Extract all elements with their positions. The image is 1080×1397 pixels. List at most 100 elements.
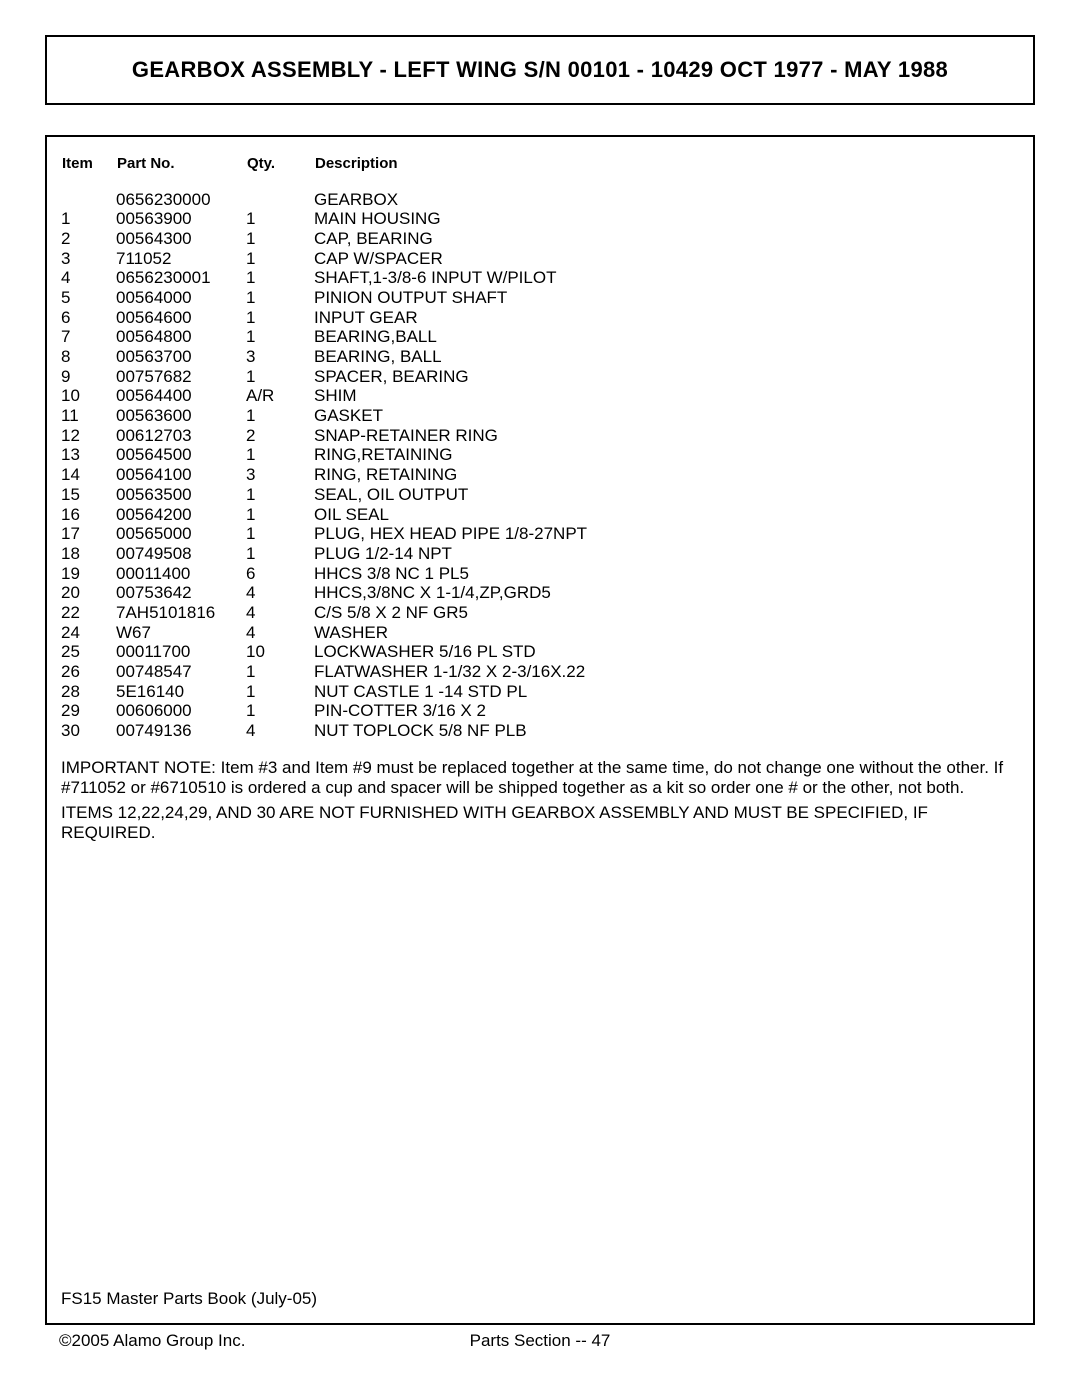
table-row: 5005640001PINION OUTPUT SHAFT — [61, 289, 587, 309]
cell-item: 1 — [61, 210, 116, 230]
cell-desc: BEARING, BALL — [314, 348, 587, 368]
cell-qty: 1 — [246, 545, 314, 565]
cell-desc: INPUT GEAR — [314, 309, 587, 329]
table-row: 19000114006HHCS 3/8 NC 1 PL5 — [61, 565, 587, 585]
table-row: 15005635001SEAL, OIL OUTPUT — [61, 486, 587, 506]
cell-item: 10 — [61, 387, 116, 407]
cell-part: 00564600 — [116, 309, 246, 329]
cell-qty: 1 — [246, 663, 314, 683]
cell-part: 00011700 — [116, 643, 246, 663]
cell-item: 5 — [61, 289, 116, 309]
cell-desc: C/S 5/8 X 2 NF GR5 — [314, 604, 587, 624]
cell-item: 29 — [61, 702, 116, 722]
cell-item — [61, 191, 116, 211]
note-1: IMPORTANT NOTE: Item #3 and Item #9 must… — [61, 758, 1019, 799]
cell-desc: RING, RETAINING — [314, 466, 587, 486]
cell-part: 00563600 — [116, 407, 246, 427]
table-row: 285E161401NUT CASTLE 1 -14 STD PL — [61, 683, 587, 703]
cell-item: 6 — [61, 309, 116, 329]
cell-desc: CAP, BEARING — [314, 230, 587, 250]
cell-part: 00564200 — [116, 506, 246, 526]
table-row: 2005643001CAP, BEARING — [61, 230, 587, 250]
cell-qty: 1 — [246, 683, 314, 703]
cell-desc: FLATWASHER 1-1/32 X 2-3/16X.22 — [314, 663, 587, 683]
cell-part: W67 — [116, 624, 246, 644]
note-2: ITEMS 12,22,24,29, AND 30 ARE NOT FURNIS… — [61, 803, 1019, 844]
cell-qty: 1 — [246, 407, 314, 427]
cell-part: 0656230001 — [116, 269, 246, 289]
cell-qty: 1 — [246, 289, 314, 309]
cell-desc: NUT TOPLOCK 5/8 NF PLB — [314, 722, 587, 742]
cell-qty: 1 — [246, 486, 314, 506]
cell-item: 22 — [61, 604, 116, 624]
table-row: 406562300011SHAFT,1-3/8-6 INPUT W/PILOT — [61, 269, 587, 289]
table-row: 8005637003BEARING, BALL — [61, 348, 587, 368]
cell-qty: 1 — [246, 328, 314, 348]
cell-desc: SHAFT,1-3/8-6 INPUT W/PILOT — [314, 269, 587, 289]
cell-desc: CAP W/SPACER — [314, 250, 587, 270]
table-row: 24W674WASHER — [61, 624, 587, 644]
content-box: Item Part No. Qty. Description 065623000… — [45, 135, 1035, 1325]
table-row: 37110521CAP W/SPACER — [61, 250, 587, 270]
cell-desc: SPACER, BEARING — [314, 368, 587, 388]
cell-desc: NUT CASTLE 1 -14 STD PL — [314, 683, 587, 703]
cell-item: 20 — [61, 584, 116, 604]
cell-qty: 1 — [246, 250, 314, 270]
cell-item: 24 — [61, 624, 116, 644]
cell-part: 7AH5101816 — [116, 604, 246, 624]
cell-desc: RING,RETAINING — [314, 446, 587, 466]
cell-qty: 1 — [246, 368, 314, 388]
cell-qty: 1 — [246, 506, 314, 526]
cell-qty: 4 — [246, 584, 314, 604]
cell-item: 18 — [61, 545, 116, 565]
table-row: 250001170010LOCKWASHER 5/16 PL STD — [61, 643, 587, 663]
cell-part: 00563500 — [116, 486, 246, 506]
cell-item: 15 — [61, 486, 116, 506]
table-row: 30007491364NUT TOPLOCK 5/8 NF PLB — [61, 722, 587, 742]
table-row: 7005648001BEARING,BALL — [61, 328, 587, 348]
cell-part: 00612703 — [116, 427, 246, 447]
cell-qty: 4 — [246, 722, 314, 742]
table-row: 16005642001OIL SEAL — [61, 506, 587, 526]
cell-item: 17 — [61, 525, 116, 545]
cell-part: 00749136 — [116, 722, 246, 742]
cell-item: 3 — [61, 250, 116, 270]
table-row: 29006060001PIN-COTTER 3/16 X 2 — [61, 702, 587, 722]
cell-part: 00011400 — [116, 565, 246, 585]
cell-desc: HHCS 3/8 NC 1 PL5 — [314, 565, 587, 585]
table-row: 0656230000GEARBOX — [61, 191, 587, 211]
notes: IMPORTANT NOTE: Item #3 and Item #9 must… — [61, 758, 1019, 844]
table-row: 12006127032SNAP-RETAINER RING — [61, 427, 587, 447]
cell-desc: OIL SEAL — [314, 506, 587, 526]
cell-item: 2 — [61, 230, 116, 250]
cell-item: 25 — [61, 643, 116, 663]
cell-qty: 1 — [246, 525, 314, 545]
cell-part: 00565000 — [116, 525, 246, 545]
table-row: 227AH51018164C/S 5/8 X 2 NF GR5 — [61, 604, 587, 624]
cell-item: 4 — [61, 269, 116, 289]
cell-desc: PLUG 1/2-14 NPT — [314, 545, 587, 565]
page-title: GEARBOX ASSEMBLY - LEFT WING S/N 00101 -… — [57, 57, 1023, 83]
col-header-item: Item — [61, 155, 116, 191]
cell-desc: LOCKWASHER 5/16 PL STD — [314, 643, 587, 663]
footer-book: FS15 Master Parts Book (July-05) — [61, 1289, 317, 1309]
table-row: 6005646001INPUT GEAR — [61, 309, 587, 329]
cell-qty: 1 — [246, 210, 314, 230]
col-header-part: Part No. — [116, 155, 246, 191]
cell-qty: 1 — [246, 269, 314, 289]
cell-item: 19 — [61, 565, 116, 585]
cell-part: 00564100 — [116, 466, 246, 486]
footer-section: Parts Section -- 47 — [470, 1331, 611, 1351]
cell-part: 00749508 — [116, 545, 246, 565]
cell-desc: GASKET — [314, 407, 587, 427]
cell-qty: A/R — [246, 387, 314, 407]
col-header-qty: Qty. — [246, 155, 314, 191]
page: GEARBOX ASSEMBLY - LEFT WING S/N 00101 -… — [0, 0, 1080, 1371]
table-header-row: Item Part No. Qty. Description — [61, 155, 587, 191]
cell-part: 5E16140 — [116, 683, 246, 703]
table-row: 9007576821SPACER, BEARING — [61, 368, 587, 388]
cell-part: 00563700 — [116, 348, 246, 368]
cell-desc: PLUG, HEX HEAD PIPE 1/8-27NPT — [314, 525, 587, 545]
cell-desc: HHCS,3/8NC X 1-1/4,ZP,GRD5 — [314, 584, 587, 604]
cell-desc: SHIM — [314, 387, 587, 407]
